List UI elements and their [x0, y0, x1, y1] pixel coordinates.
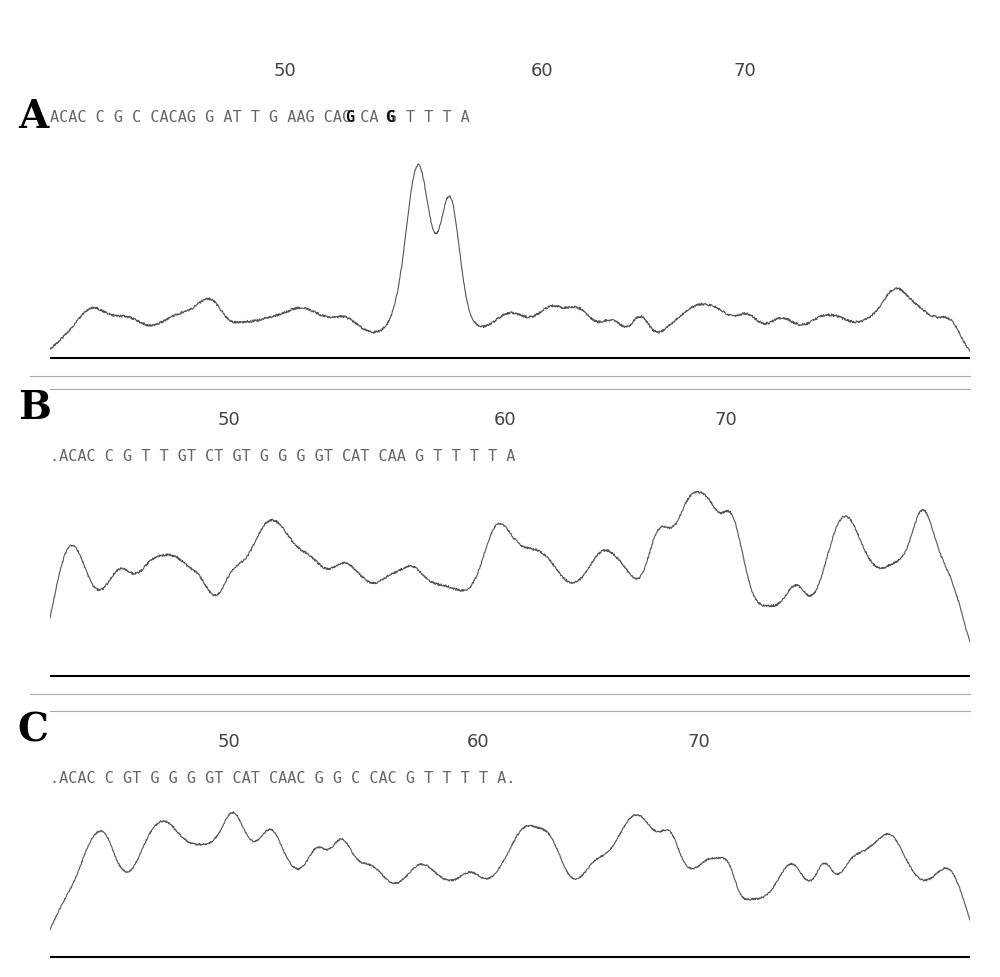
Text: 50: 50 [218, 733, 241, 751]
Text: .ACAC C GT G G G GT CAT CAAC G G C CAC G T T T T A.: .ACAC C GT G G G GT CAT CAAC G G C CAC G… [50, 771, 515, 786]
Text: 60: 60 [494, 410, 517, 429]
Text: C: C [18, 711, 49, 749]
Text: 60: 60 [531, 62, 554, 79]
Text: 70: 70 [715, 410, 738, 429]
Text: G: G [385, 109, 394, 125]
Text: .ACAC C G T T GT CT GT G G G GT CAT CAA G T T T T A: .ACAC C G T T GT CT GT G G G GT CAT CAA … [50, 448, 515, 464]
Text: 70: 70 [687, 733, 710, 751]
Text: 50: 50 [218, 410, 241, 429]
Text: G: G [346, 109, 355, 125]
Text: A: A [18, 99, 48, 136]
Text: ACAC C G C CACAG G AT T G AAG CAC CA G T T T A: ACAC C G C CACAG G AT T G AAG CAC CA G T… [50, 109, 470, 125]
Text: B: B [18, 389, 51, 427]
Text: 70: 70 [733, 62, 756, 79]
Text: 60: 60 [466, 733, 489, 751]
Text: 50: 50 [273, 62, 296, 79]
